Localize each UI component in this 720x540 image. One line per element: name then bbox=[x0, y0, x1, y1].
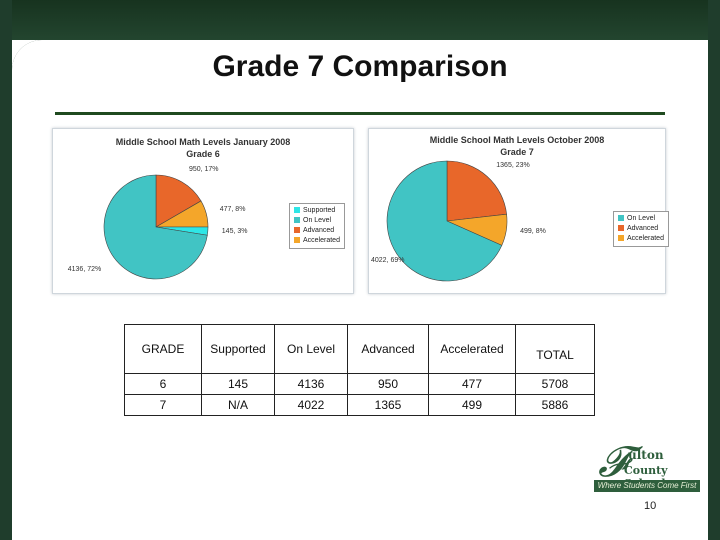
table-header-cell: Supported bbox=[201, 324, 275, 374]
legend-swatch bbox=[618, 225, 624, 232]
comparison-table: GRADE Supported On Level Advanced Accele… bbox=[124, 324, 595, 416]
right-border bbox=[708, 0, 720, 540]
pie-data-label: 499, 8% bbox=[520, 228, 546, 236]
pie-data-label: 950, 17% bbox=[188, 165, 219, 173]
page-number: 10 bbox=[644, 500, 657, 512]
table-cell: 499 bbox=[428, 394, 516, 416]
chart-legend: On Level Advanced Accelerated bbox=[613, 211, 669, 247]
left-border bbox=[0, 0, 12, 540]
legend-label: On Level bbox=[303, 217, 332, 224]
pie-chart-grade6: Middle School Math Levels January 2008 G… bbox=[52, 128, 354, 294]
pie-data-label: 4136, 72% bbox=[67, 265, 102, 273]
pie-data-label: 145, 3% bbox=[221, 228, 248, 236]
logo-f-mark: 𝓕 bbox=[598, 437, 629, 486]
legend-label: Supported bbox=[303, 207, 336, 214]
chart-title: Middle School Math Levels January 2008 bbox=[115, 137, 291, 147]
legend-label: Advanced bbox=[303, 227, 335, 234]
pie-slice-on-level bbox=[103, 174, 208, 280]
pie-data-label: 1365, 23% bbox=[496, 161, 530, 169]
top-banner bbox=[0, 0, 720, 40]
legend-swatch bbox=[294, 237, 300, 244]
table-cell: 477 bbox=[428, 373, 516, 395]
table-header-cell: TOTAL bbox=[515, 324, 595, 374]
title-underline bbox=[55, 112, 665, 115]
legend-swatch bbox=[618, 215, 624, 222]
pie-svg bbox=[103, 174, 209, 280]
pie-slice-on-level bbox=[386, 160, 503, 282]
pie-svg bbox=[386, 160, 508, 282]
fulton-county-schools-logo: 𝓕 ulton County Schools Where Students Co… bbox=[594, 440, 704, 500]
table-cell: 7 bbox=[124, 394, 202, 416]
chart-subtitle: Grade 7 bbox=[500, 147, 534, 157]
legend-label: Advanced bbox=[627, 225, 659, 232]
table-cell: 4022 bbox=[274, 394, 348, 416]
table-row: 7 N/A 4022 1365 499 5886 bbox=[124, 394, 595, 416]
table-cell: 950 bbox=[347, 373, 429, 395]
legend-swatch bbox=[294, 227, 300, 234]
legend-item: Supported bbox=[294, 206, 340, 216]
table-row: 6 145 4136 950 477 5708 bbox=[124, 373, 595, 395]
chart-legend: Supported On Level Advanced Accelerated bbox=[289, 203, 345, 249]
pie-data-label: 477, 8% bbox=[219, 205, 246, 213]
legend-swatch bbox=[294, 217, 300, 224]
pie-slice-advanced bbox=[155, 174, 202, 228]
pie-slice-advanced bbox=[446, 160, 507, 222]
table-cell: 145 bbox=[201, 373, 275, 395]
chart-subtitle: Grade 6 bbox=[186, 149, 220, 159]
legend-item: On Level bbox=[618, 214, 664, 224]
table-header-cell: On Level bbox=[274, 324, 348, 374]
slide-title: Grade 7 Comparison bbox=[212, 50, 508, 83]
legend-item: Accelerated bbox=[618, 234, 664, 244]
legend-label: Accelerated bbox=[303, 237, 340, 244]
table-header-cell: GRADE bbox=[124, 324, 202, 374]
table-header-cell: Advanced bbox=[347, 324, 429, 374]
table-header-cell: Accelerated bbox=[428, 324, 516, 374]
legend-label: On Level bbox=[627, 215, 656, 222]
legend-swatch bbox=[618, 235, 624, 242]
table-cell: 4136 bbox=[274, 373, 348, 395]
legend-label: Accelerated bbox=[627, 235, 664, 242]
table-cell: N/A bbox=[201, 394, 275, 416]
table-cell: 5886 bbox=[515, 394, 595, 416]
legend-item: On Level bbox=[294, 216, 340, 226]
logo-line1: ulton bbox=[628, 448, 664, 462]
legend-item: Accelerated bbox=[294, 236, 340, 246]
legend-item: Advanced bbox=[294, 226, 340, 236]
table-cell: 5708 bbox=[515, 373, 595, 395]
table-cell: 6 bbox=[124, 373, 202, 395]
legend-item: Advanced bbox=[618, 224, 664, 234]
pie-chart-grade7: Middle School Math Levels October 2008 G… bbox=[368, 128, 669, 294]
pie-data-label: 4022, 69% bbox=[371, 257, 405, 265]
chart-title: Middle School Math Levels October 2008 bbox=[429, 135, 605, 145]
table-header-row: GRADE Supported On Level Advanced Accele… bbox=[124, 324, 595, 374]
table-cell: 1365 bbox=[347, 394, 429, 416]
logo-tagline: Where Students Come First bbox=[594, 480, 700, 492]
legend-swatch bbox=[294, 207, 300, 214]
